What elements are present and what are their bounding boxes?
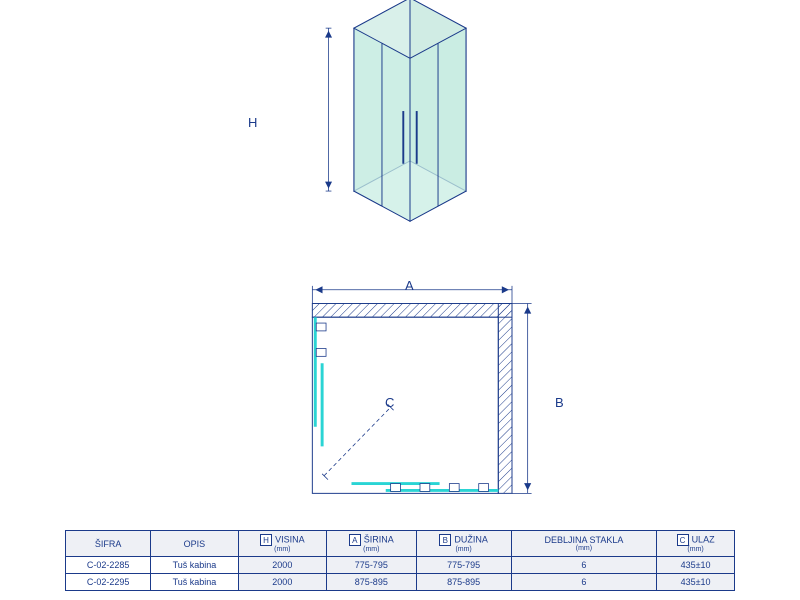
- col-ulaz: CULAZ(mm): [657, 531, 735, 557]
- table-head: ŠIFRAOPISHVISINA(mm)AŠIRINA(mm)BDUŽINA(m…: [66, 531, 735, 557]
- cell-deblj: 6: [511, 574, 656, 591]
- cell-sirina: 875-895: [327, 574, 416, 591]
- cell-opis: Tuš kabina: [151, 574, 238, 591]
- col-sifra: ŠIFRA: [66, 531, 151, 557]
- cell-ulaz: 435±10: [657, 557, 735, 574]
- cell-duzina: 875-895: [416, 574, 511, 591]
- col-opis: OPIS: [151, 531, 238, 557]
- label-c: C: [385, 395, 394, 410]
- label-h: H: [248, 115, 257, 130]
- cell-sifra: C-02-2295: [66, 574, 151, 591]
- plan-view: [290, 280, 550, 510]
- label-a: A: [405, 278, 414, 293]
- col-visina: HVISINA(mm): [238, 531, 327, 557]
- page: H: [0, 0, 800, 600]
- cell-visina: 2000: [238, 557, 327, 574]
- table-body: C-02-2285Tuš kabina2000775-795775-795643…: [66, 557, 735, 591]
- isometric-view: [280, 20, 540, 250]
- cell-ulaz: 435±10: [657, 574, 735, 591]
- spec-table: ŠIFRAOPISHVISINA(mm)AŠIRINA(mm)BDUŽINA(m…: [65, 530, 735, 591]
- cell-sirina: 775-795: [327, 557, 416, 574]
- col-deblj: DEBLJINA STAKLA(mm): [511, 531, 656, 557]
- cell-duzina: 775-795: [416, 557, 511, 574]
- table-row: C-02-2295Tuš kabina2000875-895875-895643…: [66, 574, 735, 591]
- col-sirina: AŠIRINA(mm): [327, 531, 416, 557]
- cell-deblj: 6: [511, 557, 656, 574]
- cell-opis: Tuš kabina: [151, 557, 238, 574]
- iso-svg: [280, 20, 540, 250]
- cell-visina: 2000: [238, 574, 327, 591]
- table-row: C-02-2285Tuš kabina2000775-795775-795643…: [66, 557, 735, 574]
- cell-sifra: C-02-2285: [66, 557, 151, 574]
- label-b: B: [555, 395, 564, 410]
- plan-svg: [290, 280, 550, 510]
- col-duzina: BDUŽINA(mm): [416, 531, 511, 557]
